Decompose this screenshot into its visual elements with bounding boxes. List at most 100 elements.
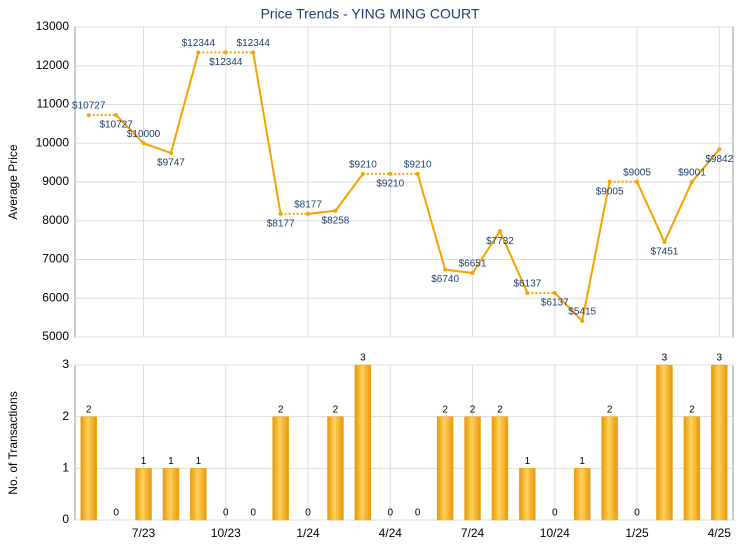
bar bbox=[327, 416, 344, 521]
line-segment bbox=[499, 230, 529, 294]
x-tick-label: 1/24 bbox=[296, 526, 320, 540]
point bbox=[635, 179, 640, 184]
point bbox=[443, 267, 448, 272]
data-label: 2 bbox=[333, 404, 339, 415]
data-label: 3 bbox=[717, 353, 723, 364]
point bbox=[360, 171, 365, 176]
x-tick-label: 7/23 bbox=[132, 526, 156, 540]
line-segment bbox=[334, 173, 364, 212]
data-label: $9210 bbox=[349, 160, 377, 171]
point bbox=[580, 318, 585, 323]
point bbox=[196, 50, 201, 55]
data-label: 2 bbox=[86, 404, 92, 415]
y-tick-label: 0 bbox=[62, 512, 69, 526]
x-tick-label: 1/25 bbox=[625, 526, 649, 540]
data-label: $7732 bbox=[486, 236, 514, 247]
point bbox=[278, 211, 283, 216]
point bbox=[168, 151, 173, 156]
line-segment bbox=[169, 52, 200, 154]
data-label: $12344 bbox=[182, 38, 216, 49]
line-segment bbox=[115, 114, 145, 144]
point bbox=[717, 147, 722, 152]
point bbox=[415, 171, 420, 176]
data-label: $6651 bbox=[459, 259, 487, 270]
data-label: $9005 bbox=[623, 167, 651, 178]
data-label: $5415 bbox=[568, 307, 596, 318]
data-label: 0 bbox=[388, 508, 394, 519]
data-label: 1 bbox=[525, 456, 531, 467]
x-tick-label: 4/25 bbox=[708, 526, 732, 540]
line-segment bbox=[554, 292, 583, 322]
data-label: 2 bbox=[497, 404, 503, 415]
data-label: 3 bbox=[360, 353, 366, 364]
bar bbox=[190, 468, 207, 521]
y-tick-label: 1 bbox=[62, 461, 69, 475]
data-label: $10727 bbox=[72, 101, 106, 112]
line-segment bbox=[307, 209, 336, 215]
point bbox=[333, 208, 338, 213]
bar bbox=[354, 364, 372, 521]
line-segment bbox=[416, 173, 447, 270]
bar bbox=[491, 416, 509, 521]
data-label: 2 bbox=[689, 404, 695, 415]
bar bbox=[573, 468, 591, 521]
data-label: 0 bbox=[223, 508, 229, 519]
x-tick-label: 10/24 bbox=[540, 526, 570, 540]
line-segment bbox=[445, 268, 473, 275]
bar bbox=[436, 416, 454, 521]
bar bbox=[272, 416, 289, 521]
data-label: 1 bbox=[141, 456, 147, 467]
bar bbox=[162, 468, 180, 521]
data-label: 2 bbox=[278, 404, 284, 415]
data-label: $6740 bbox=[431, 274, 459, 285]
chart-title: Price Trends - YING MING COURT bbox=[261, 6, 480, 22]
point bbox=[141, 141, 146, 146]
data-label: 0 bbox=[113, 508, 119, 519]
x-tick-label: 10/23 bbox=[211, 526, 241, 540]
data-label: $9747 bbox=[157, 158, 185, 169]
data-label: $9210 bbox=[404, 160, 432, 171]
point bbox=[306, 211, 311, 216]
y-tick-label: 6000 bbox=[42, 290, 69, 304]
line-segment bbox=[143, 142, 172, 154]
data-label: 2 bbox=[470, 404, 476, 415]
data-label: 2 bbox=[607, 404, 613, 415]
y-tick-label: 12000 bbox=[36, 58, 70, 72]
data-label: $10000 bbox=[127, 129, 161, 140]
point bbox=[86, 113, 91, 118]
point bbox=[552, 290, 557, 295]
bar bbox=[519, 468, 536, 521]
bar bbox=[601, 416, 618, 521]
data-label: $8177 bbox=[267, 219, 295, 230]
data-label: $9001 bbox=[678, 168, 706, 179]
y-tick-label: 2 bbox=[62, 409, 69, 423]
bar bbox=[464, 416, 481, 521]
point bbox=[662, 240, 667, 245]
data-label: 1 bbox=[579, 456, 585, 467]
data-label: $7451 bbox=[651, 247, 679, 258]
y-axis-label: Average Price bbox=[6, 144, 20, 219]
line-segment bbox=[663, 181, 693, 243]
data-label: $12344 bbox=[209, 57, 243, 68]
data-label: 0 bbox=[415, 508, 421, 519]
point bbox=[470, 271, 475, 276]
bar bbox=[80, 416, 97, 521]
line-segment bbox=[636, 181, 666, 243]
point bbox=[525, 290, 530, 295]
point bbox=[497, 229, 502, 234]
data-label: $12344 bbox=[237, 38, 271, 49]
data-label: $8177 bbox=[294, 200, 322, 211]
line-segment bbox=[471, 230, 501, 274]
bar bbox=[656, 364, 673, 521]
line-segment bbox=[691, 148, 721, 183]
data-label: $6137 bbox=[513, 279, 541, 290]
point bbox=[607, 179, 612, 184]
data-label: $9842 bbox=[705, 154, 733, 165]
y-tick-label: 7000 bbox=[42, 252, 69, 266]
bar bbox=[711, 364, 728, 521]
bar bbox=[683, 416, 701, 521]
y-axis-label: No. of Transactions bbox=[6, 391, 20, 494]
data-label: 0 bbox=[250, 508, 256, 519]
data-label: 1 bbox=[168, 456, 174, 467]
